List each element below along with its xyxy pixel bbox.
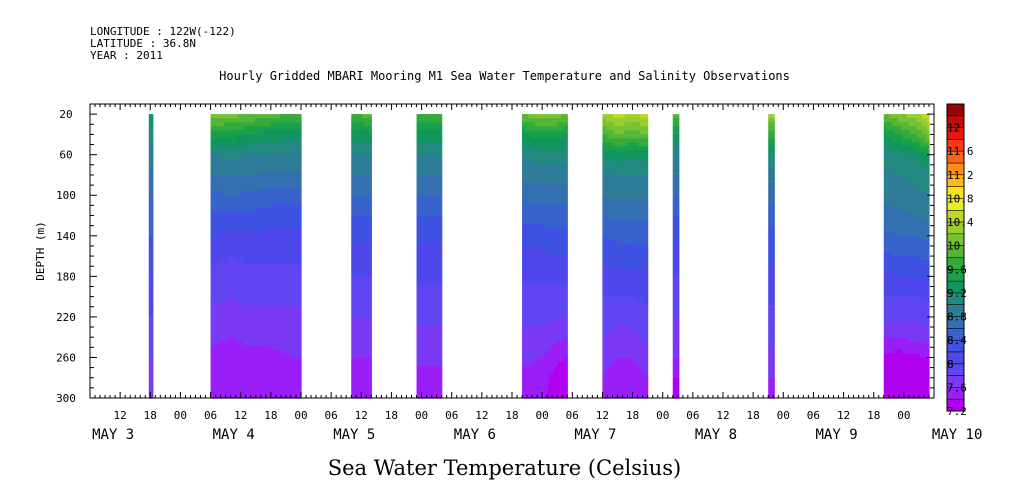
temperature-cell [152, 248, 154, 253]
temperature-cell [152, 203, 154, 208]
temperature-cell [152, 151, 154, 156]
temperature-cell [152, 386, 154, 391]
temperature-cell [152, 382, 154, 387]
temperature-cell [152, 264, 154, 269]
temperature-cell [152, 366, 154, 371]
temperature-cell [152, 345, 154, 350]
temperature-cell [152, 349, 154, 354]
temperature-cell [152, 134, 154, 139]
temperature-cell [152, 187, 154, 192]
temperature-cell [152, 321, 154, 326]
temperature-cell [152, 147, 154, 152]
temperature-cell [152, 191, 154, 196]
temperature-cell [152, 130, 154, 135]
temperature-cell [152, 167, 154, 172]
temperature-cell [152, 179, 154, 184]
temperature-cell [152, 297, 154, 302]
temperature-cell [152, 337, 154, 342]
temperature-cell [152, 118, 154, 123]
temperature-cell [152, 183, 154, 188]
temperature-cell [152, 252, 154, 257]
temperature-cell [152, 175, 154, 180]
temperature-cell [152, 353, 154, 358]
temperature-cell [152, 244, 154, 249]
temperature-cell [152, 232, 154, 237]
temperature-cell [152, 362, 154, 367]
temperature-cell [152, 138, 154, 143]
temperature-cell [152, 289, 154, 294]
temperature-cell [152, 341, 154, 346]
temperature-cell [152, 268, 154, 273]
temperature-cell [152, 309, 154, 314]
temperature-cell [152, 305, 154, 310]
temperature-cell [152, 280, 154, 285]
temperature-cell [152, 284, 154, 289]
temperature-cell [152, 155, 154, 160]
temperature-cell [152, 301, 154, 306]
temperature-cell [152, 171, 154, 176]
temperature-cell [152, 236, 154, 241]
temperature-cell [152, 333, 154, 338]
temperature-cell [152, 293, 154, 298]
temperature-cell [152, 240, 154, 245]
data-segment [211, 114, 302, 398]
temperature-cell [152, 220, 154, 225]
temperature-cell [152, 195, 154, 200]
temperature-cell [152, 114, 154, 119]
temperature-cell [152, 325, 154, 330]
temperature-cell [152, 143, 154, 148]
temperature-cell [152, 374, 154, 379]
temperature-cell [152, 390, 154, 395]
temperature-cell [152, 122, 154, 127]
temperature-cell [152, 256, 154, 261]
temperature-cell [152, 329, 154, 334]
temperature-cell [152, 378, 154, 383]
temperature-cell [152, 370, 154, 375]
temperature-cell [152, 224, 154, 229]
temperature-cell [152, 159, 154, 164]
temperature-cell [152, 199, 154, 204]
temperature-cell [152, 260, 154, 265]
temperature-cell [152, 357, 154, 362]
temperature-cell [152, 163, 154, 168]
temperature-cell [152, 216, 154, 221]
temperature-cell [152, 276, 154, 281]
data-segment [149, 114, 154, 398]
temperature-cell [152, 272, 154, 277]
temperature-cell [152, 126, 154, 131]
temperature-cell [152, 207, 154, 212]
data-fill-layer [149, 114, 930, 398]
temperature-cell [152, 317, 154, 322]
temperature-cell [152, 313, 154, 318]
temperature-cell [152, 211, 154, 216]
temperature-cell [152, 228, 154, 233]
